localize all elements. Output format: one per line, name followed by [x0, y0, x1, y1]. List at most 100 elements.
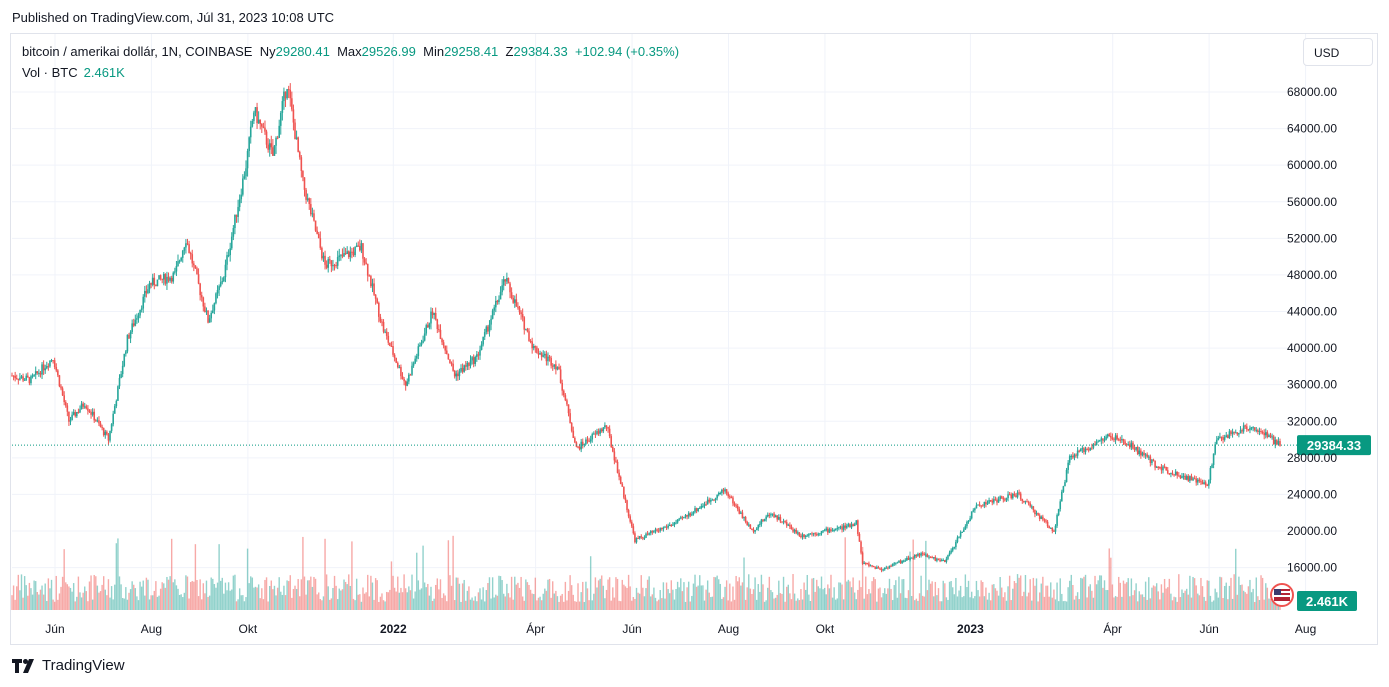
tradingview-logo[interactable]: TradingView [12, 657, 125, 674]
volume-bar [645, 588, 647, 610]
volume-bar [642, 587, 644, 610]
volume-bar [103, 576, 105, 610]
candle-body [1264, 432, 1267, 436]
candle-body [76, 411, 78, 417]
candle-body [488, 324, 491, 332]
volume-bar [752, 589, 755, 610]
volume-bar [1173, 596, 1175, 610]
candle-body [125, 351, 127, 354]
volume-bar [259, 598, 261, 610]
candle-body [624, 497, 627, 501]
candle-body [1263, 432, 1265, 436]
candle-body [735, 505, 737, 507]
candle-body [403, 378, 405, 382]
candle-body [635, 537, 638, 543]
candle-body [226, 255, 228, 265]
candle-body [877, 567, 880, 569]
volume-bar [1119, 582, 1122, 610]
candle-body [354, 246, 356, 256]
candle-body [1019, 493, 1022, 500]
volume-bar [869, 593, 872, 610]
candle-body [425, 325, 428, 334]
candle-body [284, 91, 287, 99]
candle-body [569, 413, 571, 423]
candle-body [234, 214, 236, 229]
volume-bar [398, 592, 401, 610]
candle-body [1059, 501, 1062, 510]
volume-bar [197, 596, 200, 610]
volume-bar [469, 599, 472, 610]
candle-body [1230, 431, 1232, 434]
candle-body [838, 527, 840, 529]
candle-body [570, 422, 573, 431]
price-tick-label: 48000.00 [1287, 268, 1337, 282]
volume-bar [129, 589, 132, 610]
candle-body [845, 525, 848, 528]
candle-body [860, 541, 862, 553]
candle-body [272, 147, 274, 156]
volume-bar [208, 595, 211, 610]
candle-body [970, 511, 973, 519]
candle-body [1042, 516, 1044, 520]
volume-bar [970, 591, 973, 610]
candle-body [732, 497, 734, 504]
candle-body [408, 374, 410, 382]
candle-body [1247, 429, 1250, 431]
volume-bar [945, 597, 948, 610]
candle-body [746, 521, 748, 526]
volume-bar [885, 593, 888, 610]
candle-body [596, 431, 598, 434]
volume-bar [762, 584, 764, 610]
candle-body [572, 430, 575, 438]
candle-body [1220, 436, 1223, 438]
volume-bar [194, 544, 197, 610]
candle-body [344, 253, 347, 255]
volume-bar [986, 599, 989, 610]
volume-bar [1140, 594, 1142, 610]
volume-bar [17, 574, 20, 610]
candle-body [324, 255, 326, 265]
candle-body [496, 300, 499, 303]
candle-body [25, 375, 28, 380]
candle-body [857, 520, 859, 534]
candle-body [581, 441, 584, 445]
volume-bar [835, 599, 837, 610]
volume-bar [1261, 577, 1264, 610]
candle-body [498, 299, 500, 303]
candle-body [472, 357, 475, 364]
candle-body [629, 516, 631, 522]
volume-bar [321, 600, 323, 610]
overlay: 29384.332.461K [12, 435, 1371, 611]
volume-bar [904, 597, 906, 610]
volume-bar [223, 593, 225, 610]
volume-bar [60, 586, 62, 610]
candle-body [131, 323, 133, 332]
currency-button[interactable]: USD [1303, 38, 1373, 66]
candle-body [181, 250, 184, 258]
volume-bar [831, 597, 834, 610]
volume-bar [741, 582, 744, 610]
volume-bar [41, 585, 43, 610]
candle-body [773, 513, 775, 518]
volume-bar [561, 593, 563, 610]
candle-body [1241, 430, 1243, 432]
candle-body [806, 535, 809, 537]
volume-bar [1083, 576, 1085, 610]
volume-bar [710, 597, 712, 610]
candle-body [362, 243, 364, 259]
volume-bar [221, 577, 223, 610]
candle-body [427, 325, 429, 328]
volume-bar [99, 591, 102, 610]
volume-bar [1209, 595, 1212, 610]
volume-bar [849, 581, 851, 610]
candle-body [199, 283, 201, 296]
close-value: 29384.33 [513, 44, 568, 59]
candle-body [60, 386, 62, 389]
candle-body [531, 341, 533, 349]
volume-bar [218, 544, 220, 610]
volume-bar [661, 598, 663, 610]
candle-body [574, 437, 576, 443]
candle-body [743, 517, 745, 519]
candle-body [1043, 519, 1046, 521]
